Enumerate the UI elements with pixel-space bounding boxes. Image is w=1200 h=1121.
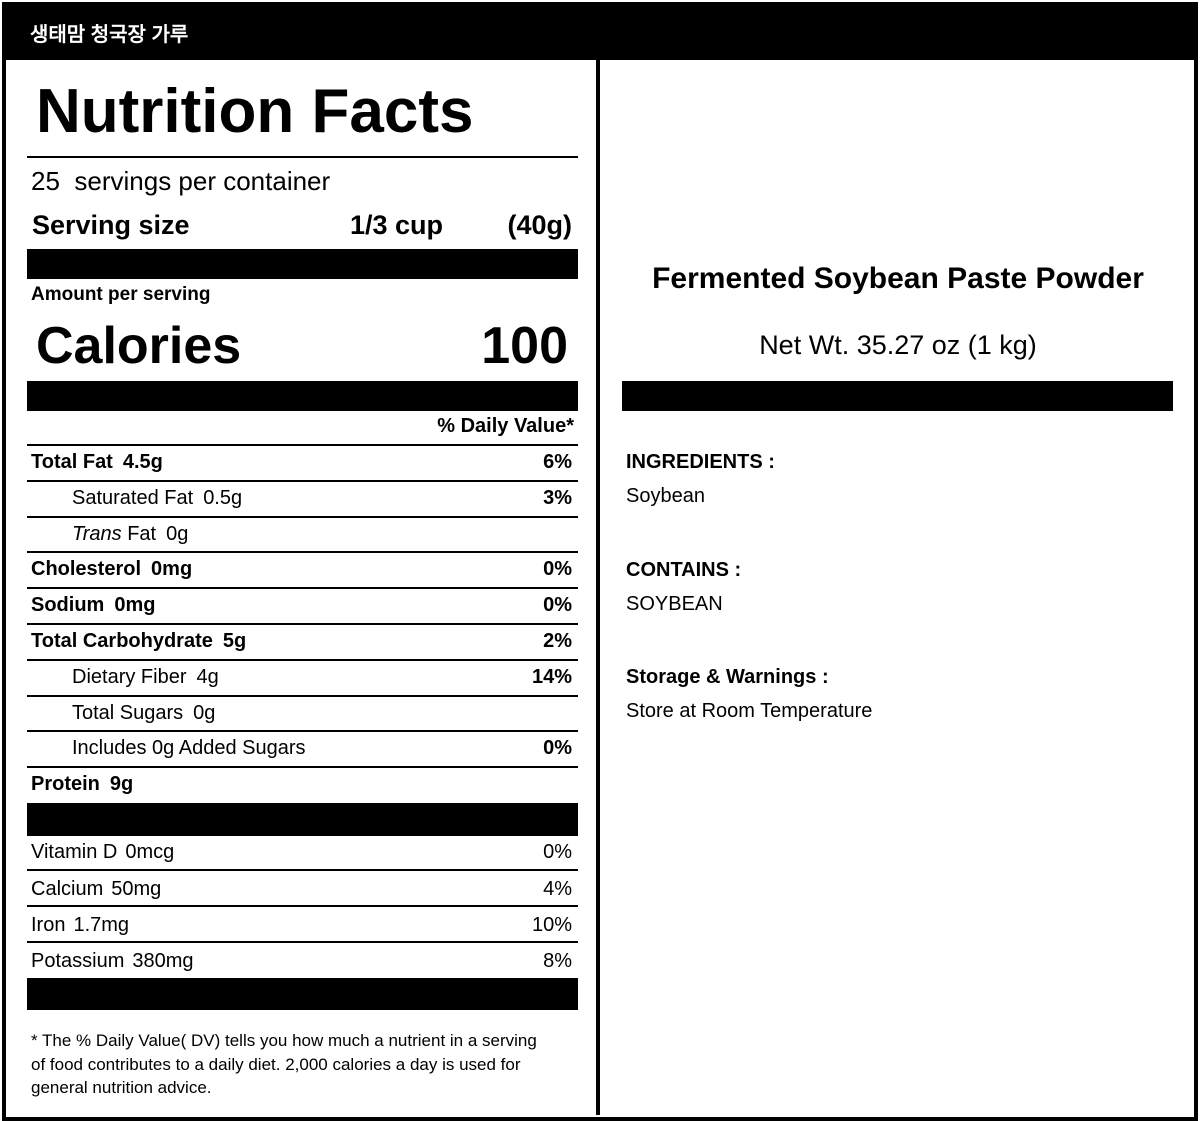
nutrient-dv: 0% [543,737,572,760]
section-heading: INGREDIENTS : [626,451,775,473]
nutrient-name-em: Trans [72,522,122,545]
section-heading: CONTAINS : [626,558,742,581]
vitamin-name: Iron [31,914,66,936]
nutrient-name: Saturated Fat [72,486,194,509]
nutrient-name: Includes 0g Added Sugars [72,737,306,760]
nutrient-name: Total Fat [31,451,113,473]
serving-size: 1/3 cup [350,210,444,240]
nutrient-amount: 0g [166,522,189,545]
nutrient-amount: 4g [196,665,219,688]
vitamin-name: Potassium [31,950,125,972]
nutrient-label: Total Sugars 0g [72,697,215,730]
thick-bar [27,249,578,279]
nutrient-label: Dietary Fiber 4g [72,661,219,694]
vitamin-dv: 8% [543,950,572,972]
product-name: Fermented Soybean Paste Powder [652,262,1144,295]
nutrient-name: Dietary Fiber [72,665,187,688]
footnote-line: general nutrition advice. [31,1078,212,1097]
nutrient-label: Trans Fat 0g [72,518,188,551]
header-title: 생태맘 청국장 가루 [30,24,189,46]
serving-weight: (40g) [507,210,572,240]
vitamin-row: Calcium 50mg 4% [27,869,578,905]
vitamin-label: Iron 1.7mg [31,907,129,943]
vitamin-dv: 4% [543,878,572,900]
nutrient-name: Protein [31,773,100,796]
nutrient-row: Total Sugars 0g [27,694,578,731]
calories-label: Calories [36,317,242,375]
nutrient-amount: 5g [222,630,247,652]
vitamin-amount: 50mg [111,878,162,900]
nutrient-row: Includes 0g Added Sugars 0% [27,730,578,766]
vitamin-row: Vitamin D 0mcg 0% [27,836,578,869]
servings: 25 servings per container [31,166,330,197]
vitamin-name: Vitamin D [31,841,118,863]
vitamin-row: Potassium 380mg 8% [27,941,578,977]
nutrient-label: Protein 9g [31,768,133,801]
nutrient-dv: 14% [531,665,572,688]
nutrient-dv: 0% [543,594,572,617]
serving-size-label: Serving size [32,210,190,240]
dv-header: % Daily Value* [437,415,574,437]
nutrient-label: Total Carbohydrate 5g [31,625,246,658]
section-text: SOYBEAN [626,592,723,615]
nutrient-name: Total Sugars [72,701,184,724]
nutrient-name: Fat [127,522,157,545]
nutrient-dv: 2% [543,630,572,652]
nutrient-row: Cholesterol 0mg 0% [27,551,578,587]
vitamin-label: Vitamin D 0mcg [31,836,174,869]
vitamin-row: Iron 1.7mg 10% [27,905,578,941]
vitamin-amount: 1.7mg [73,914,130,936]
nutrient-label: Includes 0g Added Sugars [72,732,306,765]
nutrient-amount: 4.5g [122,451,163,473]
header-bar [2,2,1198,60]
nutrient-row: Protein 9g [27,766,578,802]
nutrient-amount: 9g [109,773,134,796]
servings-label: servings per container [74,166,331,196]
divider [27,156,578,158]
nutrient-row: Total Fat 4.5g 6% [27,444,578,480]
footnote-line: * The % Daily Value( DV) tells you how m… [31,1031,537,1050]
nutrient-row: Total Carbohydrate 5g 2% [27,623,578,659]
net-weight: Net Wt. 35.27 oz (1 kg) [759,330,1037,360]
nutrient-dv: 3% [543,486,572,509]
vitamin-amount: 0mcg [125,841,175,863]
calories-value: 100 [481,317,568,375]
nutrient-name: Cholesterol [31,558,142,581]
nutrient-label: Cholesterol 0mg [31,553,192,586]
section-text: Soybean [626,485,705,507]
nutrient-amount: 0mg [114,594,156,617]
thick-bar [622,381,1173,411]
vitamin-dv: 0% [543,841,572,863]
nutrient-row: Sodium 0mg 0% [27,587,578,623]
nutrient-dv: 6% [543,451,572,473]
section-text: Store at Room Temperature [626,700,873,722]
vitamin-label: Calcium 50mg [31,871,161,907]
nutrient-amount: 0.5g [203,486,243,509]
amount-label: Amount per serving [31,284,211,305]
nutrient-row: Trans Fat 0g [27,515,578,552]
thick-bar [27,381,578,411]
nutrient-label: Sodium 0mg [31,589,155,622]
nutrient-dv: 0% [543,558,572,581]
servings-count: 25 [31,166,60,196]
nutrient-row: Saturated Fat 0.5g 3% [27,479,578,516]
nutrient-name: Sodium [31,594,105,617]
vitamin-label: Potassium 380mg [31,943,194,979]
footnote-line: of food contributes to a daily diet. 2,0… [31,1054,521,1074]
thick-bar [27,978,578,1010]
section-heading: Storage & Warnings : [626,666,829,688]
column-divider [596,58,600,1115]
nutrient-label: Total Fat 4.5g [31,446,163,479]
nutrient-row: Dietary Fiber 4g 14% [27,658,578,695]
nutrient-label: Saturated Fat 0.5g [72,482,242,515]
thick-bar [27,803,578,836]
nutrient-amount: 0g [193,701,216,724]
vitamin-name: Calcium [31,878,104,900]
nutrient-name: Total Carbohydrate [31,630,213,652]
vitamin-amount: 380mg [132,950,194,972]
nutrition-title: Nutrition Facts [36,77,474,146]
nutrient-amount: 0mg [151,558,193,581]
vitamin-dv: 10% [531,914,572,936]
